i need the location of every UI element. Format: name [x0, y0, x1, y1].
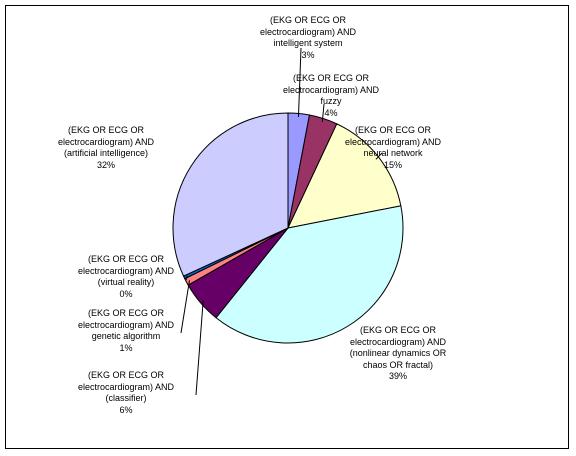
leader-line: [321, 103, 325, 122]
leader-line: [180, 280, 190, 334]
slice-label: (EKG OR ECG OR electrocardiogram) AND (non…: [323, 325, 473, 383]
slice-label-line: (EKG OR ECG OR: [354, 125, 431, 135]
slice-percent-label: 1%: [119, 342, 133, 353]
pie-slice: [215, 205, 404, 344]
slice-label: (EKG OR ECG OR electrocardiogram) AND fuzz…: [256, 73, 406, 119]
slice-label-line: (EKG OR ECG OR: [292, 73, 369, 83]
slice-label-line: (classifier): [105, 393, 147, 403]
leader-line: [297, 47, 302, 117]
slice-label: (EKG OR ECG OR electrocardiogram) AND (art…: [31, 125, 181, 171]
slice-label-line: electrocardiogram) AND: [77, 381, 175, 392]
slice-label-line: neural network: [363, 148, 423, 158]
slice-label: (EKG OR ECG OR electrocardiogram) AND neur…: [318, 125, 468, 171]
slice-label-line: genetic algorithm: [91, 331, 161, 341]
slice-label: (EKG OR ECG OR electrocardiogram) AND inte…: [233, 15, 383, 61]
slice-percent-label: 0%: [119, 288, 133, 299]
slice-label-line: electrocardiogram) AND: [57, 136, 155, 147]
chart-frame: (EKG OR ECG OR electrocardiogram) AND inte…: [5, 5, 569, 449]
slice-label: (EKG OR ECG OR electrocardiogram) AND (vir…: [51, 254, 201, 300]
slice-label-line: (EKG OR ECG OR: [269, 15, 346, 25]
slice-label-line: (EKG OR ECG OR: [67, 125, 144, 135]
slice-label-line: electrocardiogram) AND: [259, 26, 357, 37]
slice-label: (EKG OR ECG OR electrocardiogram) AND gene…: [51, 308, 201, 354]
leader-line: [375, 152, 383, 160]
slice-label-line: electrocardiogram) AND: [349, 336, 447, 347]
leader-line: [185, 275, 188, 281]
slice-label-line: electrocardiogram) AND: [344, 136, 442, 147]
leader-line: [195, 300, 204, 396]
slice-label-line: (artificial intelligence): [63, 148, 149, 158]
slice-label-line: electrocardiogram) AND: [77, 265, 175, 276]
slice-percent-label: 32%: [96, 159, 115, 170]
slice-label-line: electrocardiogram) AND: [282, 84, 380, 95]
pie-slice: [172, 112, 289, 277]
slice-percent-label: 4%: [324, 107, 338, 118]
slice-label-line: chaos OR fractal): [362, 359, 434, 370]
slice-label-line: (EKG OR ECG OR: [87, 370, 164, 380]
slice-percent-label: 6%: [119, 404, 133, 415]
slice-percent-label: 15%: [383, 159, 402, 170]
slice-label-line: (EKG OR ECG OR: [87, 254, 164, 264]
pie-chart: [172, 47, 404, 396]
slice-label-line: (EKG OR ECG OR: [87, 308, 164, 318]
slice-percent-label: 39%: [388, 371, 407, 381]
slice-label-line: electrocardiogram) AND: [77, 319, 175, 330]
slice-label-line: intelligent system: [273, 38, 343, 48]
slice-label-line: (EKG OR ECG OR: [359, 325, 436, 335]
slice-label-line: fuzzy: [320, 96, 342, 106]
slice-label: (EKG OR ECG OR electrocardiogram) AND (cla…: [51, 370, 201, 416]
slice-label-line: (nonlinear dynamics OR: [349, 348, 447, 358]
slice-label-line: (virtual reality): [97, 277, 155, 287]
slice-percent-label: 3%: [301, 49, 315, 60]
